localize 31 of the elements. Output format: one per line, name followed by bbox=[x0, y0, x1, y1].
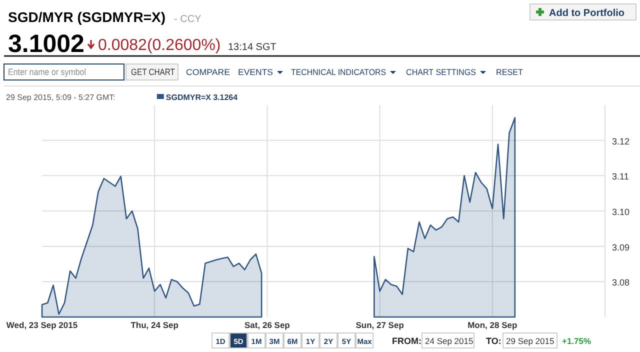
text: GET CHART bbox=[131, 67, 183, 77]
text: FROM: bbox=[392, 336, 422, 346]
text: COMPARE bbox=[186, 67, 230, 77]
text: EVENTS bbox=[238, 67, 274, 77]
text: +1.75% bbox=[562, 336, 592, 346]
text: 13:14 SGT bbox=[228, 42, 276, 53]
text: 3.1264 bbox=[213, 93, 238, 102]
y-tick-label: 3.09 bbox=[612, 242, 630, 252]
x-tick-label: Thu, 24 Sep bbox=[130, 320, 178, 330]
text: 3.1002 bbox=[8, 30, 84, 58]
y-tick-label: 3.11 bbox=[612, 172, 629, 182]
text: TO: bbox=[486, 336, 502, 346]
chart-title: SGD/MYR (SGDMYR=X) bbox=[8, 9, 166, 25]
x-tick-label: Wed, 23 Sep 2015 bbox=[6, 320, 78, 330]
legend-label: SGDMYR=X bbox=[166, 93, 212, 102]
text: 29 Sep 2015 bbox=[506, 336, 554, 346]
text: CHART SETTINGS bbox=[406, 67, 480, 77]
text: RESET bbox=[496, 67, 524, 77]
text: Enter name or symbol bbox=[8, 67, 96, 77]
text: 24 Sep 2015 bbox=[425, 336, 474, 346]
text: 0.0082(0.2600%) bbox=[98, 37, 221, 54]
legend-title: 29 Sep 2015, 5:09 - 5:27 GMT: bbox=[6, 93, 116, 102]
x-tick-label: Sat, 26 Sep bbox=[244, 320, 290, 330]
y-tick-label: 3.10 bbox=[612, 207, 630, 217]
chart-subtitle: - CCY bbox=[174, 14, 202, 25]
x-tick-label: Sun, 27 Sep bbox=[356, 320, 404, 330]
y-tick-label: 3.12 bbox=[612, 136, 630, 146]
text: Add to Portfolio bbox=[549, 8, 625, 19]
text: TECHNICAL INDICATORS bbox=[291, 67, 393, 77]
x-tick-label: Mon, 28 Sep bbox=[468, 320, 518, 330]
y-tick-label: 3.08 bbox=[612, 278, 630, 288]
